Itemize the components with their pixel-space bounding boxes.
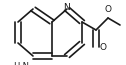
- Text: H₂N: H₂N: [13, 62, 29, 65]
- Text: O: O: [104, 5, 112, 14]
- Text: O: O: [100, 43, 107, 51]
- Text: N: N: [64, 3, 70, 12]
